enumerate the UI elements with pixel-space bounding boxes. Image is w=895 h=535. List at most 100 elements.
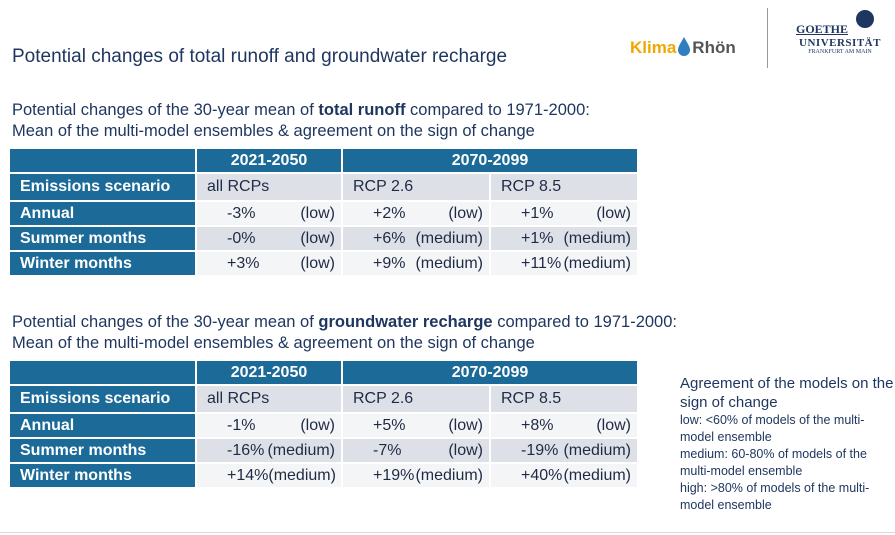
table-caption: Potential changes of the 30-year mean of…: [12, 100, 590, 142]
value-cell: +6% (medium): [343, 227, 489, 250]
caption-line: Potential changes of the 30-year mean of…: [12, 312, 677, 333]
drop-icon: [678, 37, 691, 56]
caption-text: Potential changes of the 30-year mean of: [12, 313, 314, 331]
agreement: (low): [300, 230, 335, 247]
period-header: 2070-2099: [343, 149, 637, 172]
value-cell: -0% (low): [197, 227, 341, 250]
caption-text: Potential changes of the 30-year mean of: [12, 101, 314, 119]
agreement: (low): [300, 417, 335, 434]
agreement: (low): [300, 205, 335, 222]
change-value: -19%: [521, 442, 559, 459]
value-cell: +1% (medium): [491, 227, 637, 250]
row-label: Summer months: [10, 439, 195, 462]
logo-text: Rhön: [692, 38, 736, 57]
period-header: 2070-2099: [343, 361, 637, 384]
value-cell: +1% (low): [491, 202, 637, 225]
caption-bold: groundwater recharge: [318, 313, 493, 331]
value-cell: +11% (medium): [491, 252, 637, 275]
value-cell: -19% (medium): [491, 439, 637, 462]
scenario-cell: RCP 8.5: [491, 386, 637, 412]
agreement: (medium): [563, 467, 631, 484]
caption-line: Mean of the multi-model ensembles & agre…: [12, 122, 535, 140]
change-value: +19%: [373, 467, 415, 484]
row-label: Annual: [10, 202, 195, 225]
legend-item: medium: 60-80% of models of the multi-mo…: [680, 447, 867, 478]
agreement: (low): [596, 417, 631, 434]
bottom-rule: [0, 532, 895, 533]
slide-title: Potential changes of total runoff and gr…: [12, 46, 508, 67]
row-label: Emissions scenario: [10, 174, 195, 200]
agreement: (low): [448, 205, 483, 222]
agreement: (medium): [267, 442, 335, 459]
change-value: +8%: [521, 417, 554, 434]
value-cell: -3% (low): [197, 202, 341, 225]
legend-item: low: <60% of models of the multi-model e…: [680, 413, 865, 444]
period-header: 2021-2050: [197, 361, 341, 384]
header-cell: [10, 361, 195, 384]
change-value: -7%: [373, 442, 402, 459]
change-value: +40%: [521, 467, 563, 484]
data-table: 2021-2050 2070-2099 Emissions scenario all …: [10, 149, 637, 275]
legend-item: high: >80% of models of the multi-model …: [680, 481, 870, 512]
row-label: Annual: [10, 414, 195, 437]
value-cell: -16% (medium): [197, 439, 341, 462]
caption-line: Potential changes of the 30-year mean of…: [12, 100, 590, 121]
value-cell: +5% (low): [343, 414, 489, 437]
scenario-cell: RCP 2.6: [343, 386, 489, 412]
legend-items: low: <60% of models of the multi-model e…: [680, 412, 895, 514]
change-value: -16%: [227, 442, 265, 459]
agreement: (low): [448, 442, 483, 459]
data-table: 2021-2050 2070-2099 Emissions scenario all …: [10, 361, 637, 487]
change-value: +3%: [227, 255, 260, 272]
scenario-cell: all RCPs: [197, 386, 341, 412]
agreement: (medium): [268, 467, 336, 484]
row-label: Winter months: [10, 252, 195, 275]
logo-text: UNIVERSITÄT: [799, 37, 881, 49]
scenario-cell: RCP 8.5: [491, 174, 637, 200]
change-value: +5%: [373, 417, 406, 434]
legend-title: Agreement of the models on the sign of c…: [680, 375, 894, 411]
caption-bold: total runoff: [318, 101, 406, 119]
change-value: -1%: [227, 417, 256, 434]
emblem: [856, 10, 874, 28]
divider: [767, 8, 768, 68]
value-cell: +14% (medium): [197, 464, 341, 487]
row-label: Summer months: [10, 227, 195, 250]
value-cell: +3% (low): [197, 252, 341, 275]
logo-text: GOETHE: [796, 22, 849, 36]
logo-text: FRANKFURT AM MAIN: [808, 49, 872, 55]
agreement: (medium): [415, 255, 483, 272]
change-value: -0%: [227, 230, 256, 247]
table-caption: Potential changes of the 30-year mean of…: [12, 312, 677, 354]
scenario-cell: all RCPs: [197, 174, 341, 200]
change-value: +6%: [373, 230, 406, 247]
row-label: Winter months: [10, 464, 195, 487]
agreement: (low): [596, 205, 631, 222]
change-value: +9%: [373, 255, 406, 272]
change-value: +1%: [521, 205, 554, 222]
change-value: +1%: [521, 230, 554, 247]
agreement: (medium): [563, 442, 631, 459]
value-cell: -1% (low): [197, 414, 341, 437]
caption-line: Mean of the multi-model ensembles & agre…: [12, 334, 535, 352]
agreement: (medium): [415, 467, 483, 484]
caption-text: compared to 1971-2000:: [410, 101, 590, 119]
value-cell: +9% (medium): [343, 252, 489, 275]
goethe-logo: GOETHE UNIVERSITÄT FRANKFURT AM MAIN: [796, 10, 884, 55]
value-cell: -7% (low): [343, 439, 489, 462]
legend: Agreement of the models on the sign of c…: [680, 374, 895, 514]
change-value: +11%: [521, 255, 562, 272]
agreement: (medium): [563, 230, 631, 247]
caption-text: compared to 1971-2000:: [497, 313, 677, 331]
agreement: (low): [448, 417, 483, 434]
agreement: (medium): [415, 230, 483, 247]
row-label: Emissions scenario: [10, 386, 195, 412]
scenario-cell: RCP 2.6: [343, 174, 489, 200]
period-header: 2021-2050: [197, 149, 341, 172]
change-value: +2%: [373, 205, 406, 222]
klima-logo: Klima Rhön: [630, 36, 736, 58]
value-cell: +8% (low): [491, 414, 637, 437]
logo-text: Klima: [630, 38, 677, 57]
agreement: (low): [300, 255, 335, 272]
